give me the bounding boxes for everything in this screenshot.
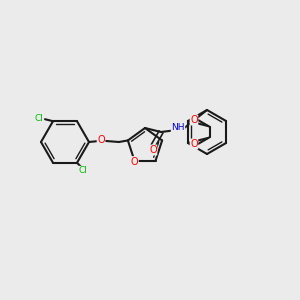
Text: O: O [97,135,105,145]
Text: Cl: Cl [79,166,87,175]
Text: NH: NH [171,124,185,133]
Text: Cl: Cl [34,114,43,123]
Text: O: O [149,145,157,155]
Text: O: O [190,115,198,125]
Text: O: O [190,139,198,149]
Text: O: O [130,157,138,166]
